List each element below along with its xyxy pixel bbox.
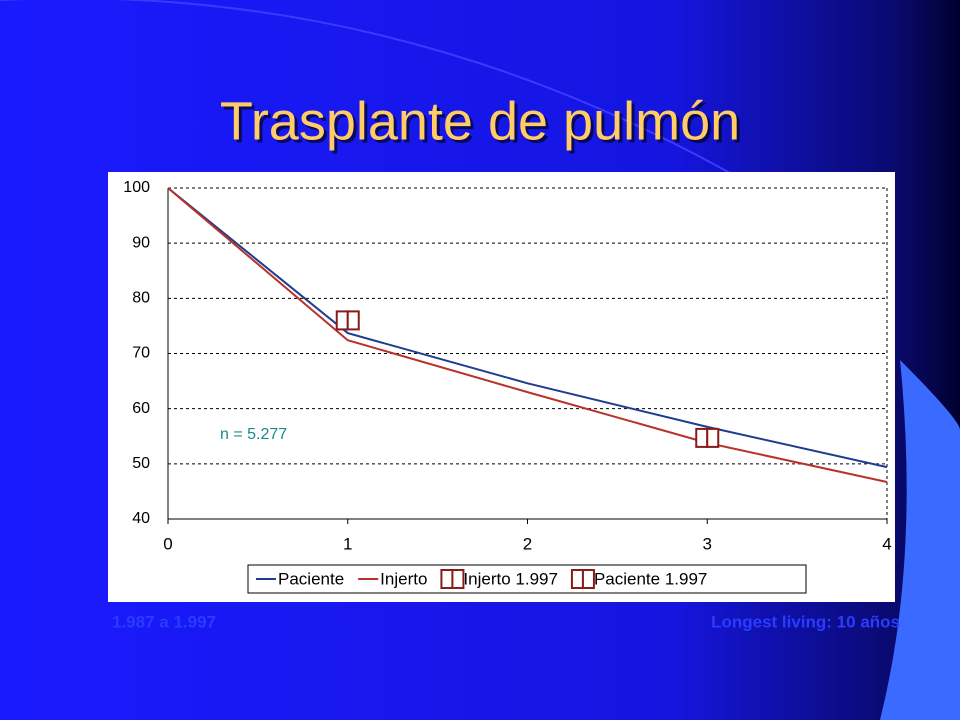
y-tick-label: 80 — [132, 290, 150, 307]
book-page — [570, 569, 584, 589]
footer-right: Longest living: 10 años — [711, 612, 900, 631]
annotation: n = 5.277 — [220, 426, 287, 443]
y-tick-label: 70 — [132, 345, 150, 362]
book-page — [695, 427, 709, 448]
y-tick-label: 90 — [132, 234, 150, 251]
marker — [335, 310, 360, 331]
legend-marker — [440, 569, 465, 589]
legend-label: Injerto — [380, 569, 427, 588]
legend-label: Injerto 1.997 — [463, 569, 558, 588]
book-page — [346, 310, 360, 331]
decor-shape — [880, 360, 960, 720]
x-tick-label: 4 — [882, 534, 891, 553]
footer-left: 1.987 a 1.997 — [112, 612, 216, 631]
x-tick-label: 3 — [703, 534, 712, 553]
y-tick-label: 50 — [132, 455, 150, 472]
book-page — [451, 569, 465, 589]
title-shadow: Trasplante de pulmón — [223, 94, 743, 154]
y-tick-label: 40 — [132, 510, 150, 527]
legend — [247, 564, 807, 594]
x-tick-label: 2 — [523, 534, 532, 553]
marker — [695, 427, 720, 448]
book-page — [335, 310, 349, 331]
book-page — [581, 569, 595, 589]
series-line — [167, 187, 888, 484]
legend-label: Paciente 1.997 — [594, 569, 707, 588]
legend-label: Paciente — [278, 569, 344, 588]
book-page — [706, 427, 720, 448]
x-tick-label: 0 — [163, 534, 172, 553]
y-tick-label: 100 — [123, 179, 150, 196]
chart-title: Trasplante de pulmón — [220, 91, 740, 151]
x-tick-label: 1 — [343, 534, 352, 553]
y-tick-label: 60 — [132, 400, 150, 417]
decor-arc — [0, 0, 761, 191]
book-page — [440, 569, 454, 589]
series-line — [167, 187, 888, 469]
legend-marker — [570, 569, 595, 589]
